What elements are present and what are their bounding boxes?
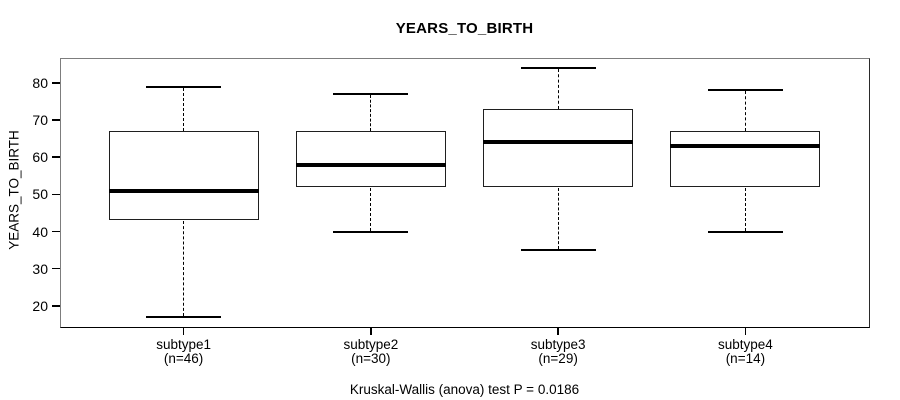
y-tick-label: 30 (32, 260, 48, 277)
box-rect (670, 131, 821, 187)
x-axis-group-label: subtype2 (n=30) (291, 338, 451, 366)
whisker-lower-cap (146, 315, 222, 318)
x-tick (370, 328, 372, 335)
median-line (295, 162, 446, 167)
y-tick-label: 50 (32, 186, 48, 203)
x-label-name: subtype4 (717, 337, 773, 352)
y-tick-label: 70 (32, 112, 48, 129)
y-tick-label: 40 (32, 223, 48, 240)
y-tick (52, 82, 60, 84)
whisker-lower-line (557, 187, 559, 250)
median-line (108, 188, 259, 193)
whisker-upper-cap (520, 67, 596, 70)
box-rect (483, 108, 634, 187)
whisker-upper-cap (146, 85, 222, 88)
whisker-upper-cap (333, 93, 409, 96)
y-tick-label: 80 (32, 74, 48, 91)
x-axis-group-label: subtype4 (n=14) (665, 338, 825, 366)
y-tick (52, 267, 60, 270)
x-label-name: subtype1 (156, 337, 211, 352)
x-label-count: (n=46) (163, 351, 204, 366)
y-tick (52, 156, 60, 158)
whisker-lower-cap (333, 230, 409, 233)
whisker-lower-line (183, 221, 185, 316)
x-label-name: subtype2 (343, 337, 399, 352)
x-label-name: subtype3 (530, 337, 586, 352)
x-tick (744, 328, 747, 335)
y-tick-label: 20 (32, 297, 48, 314)
whisker-lower-cap (520, 249, 596, 252)
x-tick (557, 328, 559, 335)
stat-test-caption: Kruskal-Wallis (anova) test P = 0.0186 (349, 382, 580, 397)
box-rect (108, 131, 259, 221)
whisker-upper-line (744, 91, 746, 132)
x-label-count: (n=29) (538, 351, 578, 366)
whisker-upper-line (557, 69, 559, 109)
box-rect (295, 131, 446, 187)
median-line (670, 144, 821, 149)
y-tick (52, 305, 60, 307)
x-label-count: (n=30) (351, 351, 391, 366)
whisker-upper-line (370, 95, 372, 132)
y-tick (52, 230, 60, 233)
y-tick (52, 193, 60, 196)
whisker-lower-line (744, 187, 746, 231)
y-tick (52, 119, 60, 121)
whisker-lower-line (370, 187, 372, 231)
y-tick-label: 60 (32, 149, 48, 166)
x-tick (182, 328, 185, 335)
median-line (483, 140, 634, 145)
plot-frame (60, 58, 870, 328)
whisker-upper-cap (707, 89, 783, 92)
whisker-upper-line (183, 87, 185, 132)
x-axis-group-label: subtype3 (n=29) (478, 338, 638, 366)
whisker-lower-cap (707, 230, 783, 233)
chart-title: YEARS_TO_BIRTH (395, 20, 534, 37)
x-axis-group-label: subtype1 (n=46) (104, 338, 264, 366)
x-label-count: (n=14) (725, 351, 766, 366)
